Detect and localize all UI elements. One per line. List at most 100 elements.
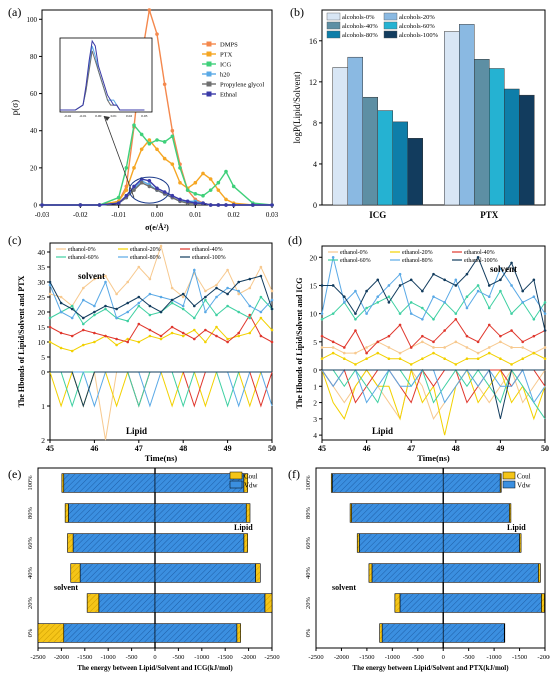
data-point-d — [331, 351, 335, 355]
data-point-d — [476, 357, 480, 361]
data-point-c — [70, 349, 74, 353]
data-point-d — [476, 284, 480, 287]
y-tick-label-c: 15 — [38, 323, 46, 332]
data-point-c — [104, 304, 107, 308]
highlight-ellipse-a — [128, 176, 170, 204]
panel-f: (f) -2500 -2000 -1500 -1000 -500 0 -500 -1000 -15… — [288, 467, 550, 672]
bar-solvent-vdw-f — [381, 623, 444, 643]
category-label-b: ICG — [369, 210, 386, 220]
data-point-c — [148, 328, 152, 332]
data-point-a — [216, 203, 221, 207]
data-point-d — [354, 363, 357, 366]
category-label-e: 40% — [27, 566, 34, 579]
data-point-c — [248, 277, 252, 281]
bar-lipid-coul-f — [499, 473, 502, 493]
data-point-c — [259, 274, 263, 278]
legend-label-d: ethanol-60% — [340, 258, 371, 264]
legend-label-d: ethanol-100% — [464, 258, 498, 264]
data-point-d — [365, 289, 368, 293]
bar-lipid-vdw-f — [442, 503, 510, 523]
bar-solvent-vdw-f — [399, 593, 444, 613]
data-point-c — [137, 265, 141, 269]
data-point-d — [454, 312, 458, 315]
bar-b — [347, 56, 363, 206]
side-label-solvent-f: solvent — [332, 583, 356, 592]
data-point-d — [532, 317, 536, 321]
data-point-c — [115, 316, 118, 320]
data-point-d — [465, 306, 469, 310]
data-point-d — [354, 289, 357, 293]
data-point-a — [132, 123, 136, 127]
data-point-a — [251, 203, 255, 207]
x-tick-label-f: -1500 — [512, 654, 527, 661]
data-point-c — [181, 295, 185, 299]
data-point-c — [237, 280, 240, 284]
legend-marker-a — [206, 41, 212, 47]
data-point-c — [181, 307, 185, 311]
x-axis-label-e: The energy between Lipid/Solvent and ICG… — [77, 664, 233, 672]
data-point-a — [162, 82, 167, 87]
data-point-c — [48, 316, 52, 320]
data-point-d — [320, 334, 324, 338]
x-tick-label-c: 46 — [90, 444, 98, 453]
legend-label-d: ethanol-40% — [464, 250, 495, 256]
data-point-c — [226, 268, 229, 272]
category-label-f: 60% — [305, 536, 312, 549]
data-point-c — [215, 286, 218, 290]
x-tick-label-f: -500 — [463, 654, 475, 661]
data-point-d — [343, 295, 346, 299]
data-point-a — [124, 193, 129, 198]
data-point-d — [521, 289, 524, 293]
y-axis-label-a: p(σ) — [10, 100, 20, 115]
x-tick-label-e: -1000 — [194, 654, 209, 661]
data-point-d — [421, 334, 424, 338]
bar-lipid-vdw-e — [154, 623, 238, 643]
panel-a: (a) -0.03 -0.02 -0.01 0.00 0.01 0.02 0.03 0 20 40 6… — [8, 5, 279, 232]
data-point-a — [132, 188, 136, 192]
panel-b: (b) 0 4 8 12 16 logP(Lipid/Solvent) ICG PTX alcoh… — [290, 5, 546, 220]
data-point-c — [93, 310, 96, 314]
data-point-a — [162, 190, 167, 194]
legend-label-c: ethanol-80% — [130, 255, 161, 261]
x-tick-label-f: -2000 — [537, 654, 550, 661]
data-point-c — [137, 340, 141, 344]
data-point-c — [237, 292, 240, 296]
inset-series-line-a — [60, 39, 145, 111]
bar-lipid-coul-f — [538, 563, 541, 583]
data-point-d — [476, 289, 480, 293]
data-point-d — [476, 351, 480, 355]
x-tick-label-f: -1000 — [385, 654, 400, 661]
data-point-c — [126, 301, 129, 305]
bar-solvent-vdw-e — [63, 473, 156, 493]
data-point-d — [432, 295, 435, 299]
data-point-d — [320, 346, 324, 349]
y-tick-label-b: 4 — [313, 160, 317, 169]
x-tick-label-a: 0.02 — [228, 211, 241, 219]
bar-solvent-coul-f — [379, 623, 383, 643]
data-point-d — [510, 346, 513, 349]
data-point-d — [409, 278, 413, 282]
data-point-d — [465, 334, 469, 338]
data-point-d — [398, 357, 402, 361]
data-point-c — [93, 277, 96, 281]
data-point-d — [499, 278, 502, 282]
data-point-c — [137, 322, 141, 326]
data-point-c — [181, 292, 185, 296]
data-point-d — [499, 340, 502, 344]
data-point-c — [204, 328, 207, 332]
legend-label-a: Ethnal — [220, 92, 237, 99]
data-point-c — [215, 334, 218, 338]
data-point-a — [224, 203, 228, 207]
region-label-solvent-c: solvent — [78, 271, 105, 281]
bar-lipid-coul-e — [243, 473, 248, 493]
data-point-c — [248, 316, 252, 320]
data-point-d — [443, 346, 446, 349]
data-point-c — [126, 319, 129, 323]
data-point-c — [170, 298, 174, 302]
data-point-c — [59, 295, 63, 299]
bar-lipid-coul-e — [264, 593, 273, 613]
data-point-d — [365, 306, 368, 310]
data-point-d — [510, 329, 513, 332]
y-tick-label-c: 5 — [41, 353, 45, 362]
inset-arrow-head-a — [104, 116, 110, 121]
